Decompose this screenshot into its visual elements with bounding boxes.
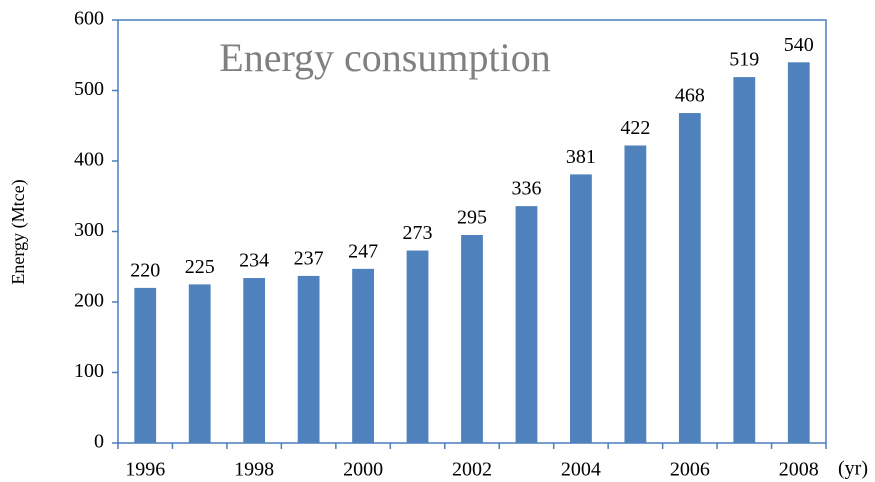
x-tick-label: 1996 [125,459,165,481]
value-label: 234 [239,250,269,272]
bar [188,284,211,443]
value-label: 295 [457,207,487,229]
value-label: 273 [403,222,433,244]
y-tick-label: 600 [74,8,104,30]
x-tick-label: 2002 [452,459,492,481]
value-label: 336 [511,178,541,200]
y-tick-label: 400 [74,149,104,171]
x-tick-label: 2004 [561,459,601,481]
bar [624,145,647,444]
bar [678,113,701,443]
y-tick-label: 0 [94,431,104,453]
value-label: 220 [130,259,160,281]
x-axis-unit: (yr) [838,458,868,480]
value-label: 422 [620,117,650,139]
x-tick-label: 2008 [779,459,819,481]
bar [352,268,374,443]
y-tick-label: 300 [74,219,104,241]
bar [570,174,592,443]
y-tick-label: 200 [74,290,104,312]
chart-title: Energy consumption [219,35,550,80]
bar [461,235,483,443]
y-axis-label: Energy (Mtce) [8,179,29,284]
value-label: 540 [784,34,814,56]
bar [243,278,266,443]
bar [515,206,538,443]
y-tick-label: 100 [74,360,104,382]
bar [406,250,429,443]
bar [733,77,756,443]
value-label: 468 [675,85,705,107]
y-tick-label: 500 [74,78,104,100]
x-tick-label: 1998 [234,459,274,481]
value-label: 225 [185,256,215,278]
bar [787,62,810,444]
x-tick-label: 2000 [343,459,383,481]
value-label: 381 [566,146,596,168]
value-label: 237 [294,248,324,270]
value-label: 247 [348,240,378,262]
value-label: 519 [729,49,759,71]
x-tick-label: 2006 [670,459,710,481]
bar [134,287,157,443]
bar [297,275,320,443]
